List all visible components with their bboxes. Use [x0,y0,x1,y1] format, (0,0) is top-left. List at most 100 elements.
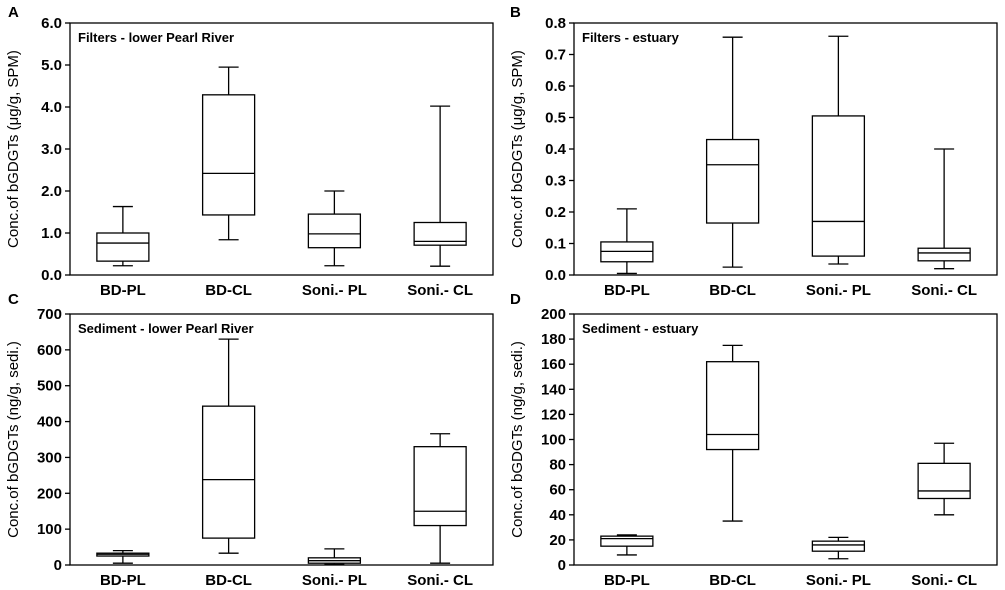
iqr-box [201,94,256,216]
y-tick-label: 6.0 [41,15,62,32]
box-soni-pl [811,536,866,560]
box-soni-cl [917,442,971,516]
iqr-box [201,405,256,539]
x-tick-label: BD-PL [100,572,146,589]
y-tick-label: 600 [37,342,62,359]
y-tick-label: 0.7 [545,47,566,64]
iqr-box [413,221,467,246]
box-bd-pl [600,208,654,275]
y-axis-label: Conc.of bGDGTs (μg/g, SPM) [509,50,526,248]
plot-frame [69,313,494,566]
y-tick-label: 0 [558,557,566,574]
panel-letter: D [510,291,521,308]
y-tick-label: 160 [541,356,566,373]
iqr-box [705,138,760,224]
y-tick-label: 200 [37,485,62,502]
iqr-box [413,446,467,527]
y-tick-label: 300 [37,449,62,466]
box-bd-cl [705,36,760,268]
y-axis-label: Conc.of bGDGTs (ng/g, sedi.) [509,341,526,538]
y-tick-label: 700 [37,306,62,323]
panel-title: Filters - estuary [582,30,680,45]
box-bd-cl [705,344,760,522]
panel-b: B Filters - estuary 0.0 0.1 0.2 0.3 0.4 0.5 0.6 0… [509,4,998,299]
y-tick-label: 400 [37,414,62,431]
y-tick-label: 140 [541,381,566,398]
y-tick-label: 100 [37,521,62,538]
plot-frame [573,22,998,276]
x-tick-label: Soni.- CL [407,572,473,589]
y-tick-label: 0.1 [545,236,566,253]
x-tick-label: BD-PL [604,282,650,299]
iqr-box [307,213,362,249]
iqr-box [600,535,654,547]
y-tick-label: 40 [549,507,566,524]
panel-title: Sediment - lower Pearl River [78,321,254,336]
x-tick-label: BD-PL [100,282,146,299]
iqr-box [811,115,866,257]
y-axis-label: Conc.of bGDGTs (μg/g, SPM) [5,50,22,248]
panel-a: A Filters - lower Pearl River 0.0 1.0 2.0 3.0… [5,4,494,299]
y-tick-label: 1.0 [41,225,62,242]
y-tick-label: 4.0 [41,99,62,116]
y-tick-label: 60 [549,482,566,499]
x-tick-label: Soni.- PL [302,572,367,589]
y-tick-label: 180 [541,331,566,348]
y-tick-label: 5.0 [41,57,62,74]
y-tick-label: 100 [541,432,566,449]
box-bd-cl [201,338,256,554]
box-soni-pl [307,548,362,565]
y-tick-label: 0.6 [545,78,566,95]
panel-letter: A [8,4,19,21]
iqr-box [917,462,971,500]
x-tick-label: BD-PL [604,572,650,589]
panel-title: Sediment - estuary [582,321,699,336]
iqr-box [96,232,150,262]
box-bd-pl [96,205,150,267]
x-tick-label: BD-CL [709,282,756,299]
y-tick-label: 0.8 [545,15,566,32]
y-tick-label: 0.0 [545,267,566,284]
y-tick-label: 0.5 [545,110,566,127]
x-tick-label: BD-CL [205,572,252,589]
y-tick-label: 0.3 [545,173,566,190]
panel-letter: B [510,4,521,21]
box-soni-cl [413,433,467,564]
panel-letter: C [8,291,19,308]
y-tick-label: 120 [541,406,566,423]
x-tick-label: Soni.- PL [806,572,871,589]
y-tick-label: 3.0 [41,141,62,158]
y-tick-label: 0 [54,557,62,574]
y-tick-label: 200 [541,306,566,323]
x-tick-label: Soni.- CL [407,282,473,299]
panel-d: D Sediment - estuary 0 20 40 60 80 100 120 140 160… [509,291,998,589]
box-soni-pl [307,190,362,267]
box-bd-pl [600,534,654,556]
x-tick-label: Soni.- CL [911,282,977,299]
iqr-box [917,247,971,262]
x-tick-label: Soni.- PL [806,282,871,299]
box-bd-pl [96,550,150,564]
y-tick-label: 2.0 [41,183,62,200]
y-tick-label: 0.4 [545,141,567,158]
box-soni-pl [811,35,866,265]
panel-c: C Sediment - lower Pearl River 0 100 200 300 4… [5,291,494,589]
plot-frame [573,313,998,566]
x-tick-label: BD-CL [205,282,252,299]
y-tick-label: 0.2 [545,204,566,221]
y-tick-label: 500 [37,378,62,395]
box-soni-cl [917,148,971,270]
iqr-box [705,361,760,451]
y-tick-label: 0.0 [41,267,62,284]
x-tick-label: BD-CL [709,572,756,589]
y-axis-label: Conc.of bGDGTs (ng/g, sedi.) [5,341,22,538]
x-tick-label: Soni.- PL [302,282,367,299]
x-tick-label: Soni.- CL [911,572,977,589]
y-tick-label: 20 [549,532,566,549]
panel-title: Filters - lower Pearl River [78,30,234,45]
box-soni-cl [413,105,467,267]
iqr-box [811,540,866,552]
box-bd-cl [201,66,256,241]
y-tick-label: 80 [549,457,566,474]
